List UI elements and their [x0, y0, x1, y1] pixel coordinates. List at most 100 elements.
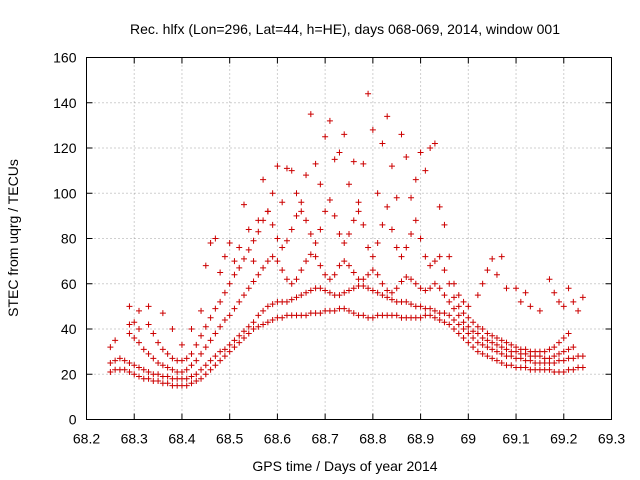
- data-point: [551, 344, 558, 351]
- data-point: [241, 292, 247, 299]
- data-point: [379, 280, 386, 287]
- data-point: [183, 366, 190, 373]
- data-point: [513, 285, 520, 292]
- data-point: [384, 294, 391, 301]
- data-point: [408, 230, 415, 237]
- x-tick-label: 68.7: [312, 431, 339, 447]
- data-point: [136, 307, 142, 314]
- data-point: [250, 258, 257, 265]
- data-point: [198, 332, 205, 339]
- data-point: [565, 346, 572, 353]
- data-point: [293, 276, 300, 283]
- data-point: [546, 276, 553, 283]
- data-point: [188, 326, 195, 332]
- data-point: [145, 368, 152, 375]
- data-point: [474, 323, 481, 330]
- data-point: [489, 339, 496, 346]
- data-point: [236, 332, 243, 339]
- data-point: [279, 267, 286, 274]
- data-point: [484, 267, 491, 274]
- data-point: [331, 307, 338, 314]
- data-point: [427, 312, 434, 319]
- data-point: [326, 276, 333, 283]
- x-tick-label: 68.5: [216, 431, 243, 447]
- data-point: [503, 346, 510, 353]
- data-point: [346, 307, 352, 314]
- data-point: [408, 194, 415, 201]
- data-point: [131, 335, 138, 342]
- data-point: [231, 337, 238, 344]
- data-point: [221, 289, 228, 296]
- data-point: [560, 368, 567, 375]
- data-point: [388, 163, 395, 170]
- data-point: [388, 226, 395, 233]
- data-point: [470, 335, 477, 342]
- data-point: [217, 357, 224, 364]
- data-point: [374, 289, 381, 296]
- data-point: [303, 217, 310, 224]
- data-point: [207, 366, 214, 373]
- data-point: [465, 330, 472, 337]
- data-point: [498, 253, 505, 260]
- data-point: [350, 310, 357, 317]
- data-point: [207, 240, 214, 247]
- data-point: [322, 133, 329, 140]
- data-point: [451, 294, 457, 301]
- data-point: [231, 344, 238, 351]
- data-point: [317, 262, 324, 269]
- data-point: [360, 276, 367, 283]
- data-point: [269, 301, 276, 308]
- data-point: [527, 303, 534, 310]
- data-point: [279, 199, 286, 206]
- data-point: [360, 160, 367, 167]
- data-point: [150, 355, 157, 362]
- data-point: [369, 253, 376, 260]
- data-point: [350, 269, 357, 276]
- data-point: [484, 337, 491, 344]
- data-point: [498, 344, 505, 351]
- data-point: [489, 346, 496, 353]
- data-point: [346, 181, 352, 188]
- data-point: [350, 158, 357, 165]
- data-point: [493, 357, 500, 364]
- data-point: [346, 287, 352, 294]
- data-point: [522, 346, 529, 353]
- data-point: [493, 335, 500, 342]
- data-point: [164, 350, 171, 357]
- data-point: [169, 355, 176, 362]
- data-point: [570, 355, 577, 362]
- data-point: [455, 292, 462, 299]
- data-point: [551, 359, 558, 366]
- data-point: [226, 280, 233, 287]
- data-point: [188, 380, 195, 387]
- data-point: [279, 314, 286, 321]
- data-point: [355, 208, 362, 215]
- data-point: [255, 271, 262, 278]
- data-point: [212, 235, 219, 242]
- data-point: [193, 357, 200, 364]
- data-point: [489, 255, 496, 262]
- data-point: [164, 380, 171, 387]
- data-point: [441, 292, 448, 299]
- data-point: [565, 330, 572, 337]
- data-point: [451, 326, 457, 332]
- data-point: [365, 285, 372, 292]
- data-point: [541, 348, 548, 355]
- data-point: [427, 285, 434, 292]
- data-point: [202, 323, 209, 330]
- data-point: [374, 271, 381, 278]
- data-point: [269, 221, 276, 228]
- data-point: [536, 307, 543, 314]
- data-point: [465, 323, 472, 330]
- data-point: [126, 330, 133, 337]
- data-point: [460, 326, 467, 332]
- data-point: [145, 303, 152, 310]
- data-point: [522, 364, 529, 371]
- data-point: [107, 368, 114, 375]
- x-tick-label: 69.2: [550, 431, 577, 447]
- data-point: [326, 197, 333, 204]
- data-point: [169, 366, 176, 373]
- data-point: [379, 221, 386, 228]
- data-point: [346, 262, 352, 269]
- x-tick-label: 68.2: [73, 431, 100, 447]
